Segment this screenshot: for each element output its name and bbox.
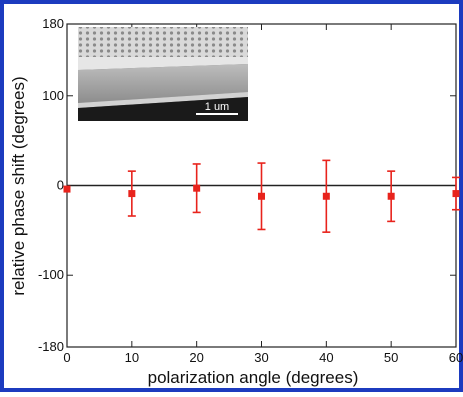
x-tick-label: 0 — [63, 350, 70, 365]
data-point — [63, 185, 71, 193]
data-point — [322, 192, 330, 200]
sem-inset-image: 1 um — [78, 27, 248, 121]
y-axis-label: relative phase shift (degrees) — [9, 76, 28, 295]
data-point — [258, 192, 265, 200]
data-point — [128, 190, 136, 198]
scale-bar-label: 1 um — [205, 101, 229, 113]
y-tick-label: -180 — [38, 339, 64, 354]
data-point — [387, 192, 395, 200]
x-axis-ticks: 0 10 20 30 40 50 60 — [63, 24, 463, 365]
y-tick-label: -100 — [38, 267, 64, 282]
x-axis-label: polarization angle (degrees) — [148, 368, 359, 387]
x-tick-label: 10 — [125, 350, 139, 365]
y-tick-label: 180 — [42, 16, 64, 31]
x-tick-label: 40 — [319, 350, 333, 365]
y-tick-label: 0 — [57, 178, 64, 193]
data-point — [452, 190, 460, 198]
x-tick-label: 60 — [449, 350, 463, 365]
x-tick-label: 20 — [189, 350, 203, 365]
data-point — [193, 184, 201, 192]
x-tick-label: 50 — [384, 350, 398, 365]
data-series — [63, 159, 460, 233]
x-tick-label: 30 — [254, 350, 268, 365]
y-tick-label: 100 — [42, 88, 64, 103]
